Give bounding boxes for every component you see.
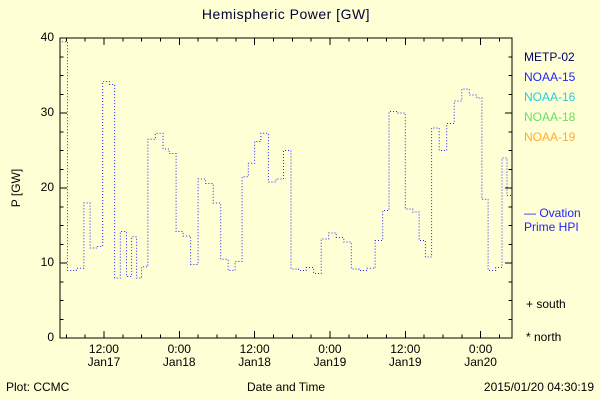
chart-title: Hemispheric Power [GW]	[201, 6, 371, 22]
timestamp: 2015/01/20 04:30:19	[483, 380, 594, 394]
ovation-prime-label: — Ovation Prime HPI	[524, 206, 581, 234]
plot-credit: Plot: CCMC	[6, 380, 70, 394]
ovation-line-1: — Ovation	[524, 206, 581, 220]
hpi-step-line	[61, 41, 512, 279]
south-marker-label: + south	[526, 297, 566, 311]
ovation-line-2: Prime HPI	[524, 220, 579, 234]
x-axis-title: Date and Time	[246, 380, 326, 394]
north-marker-label: * north	[526, 330, 562, 344]
